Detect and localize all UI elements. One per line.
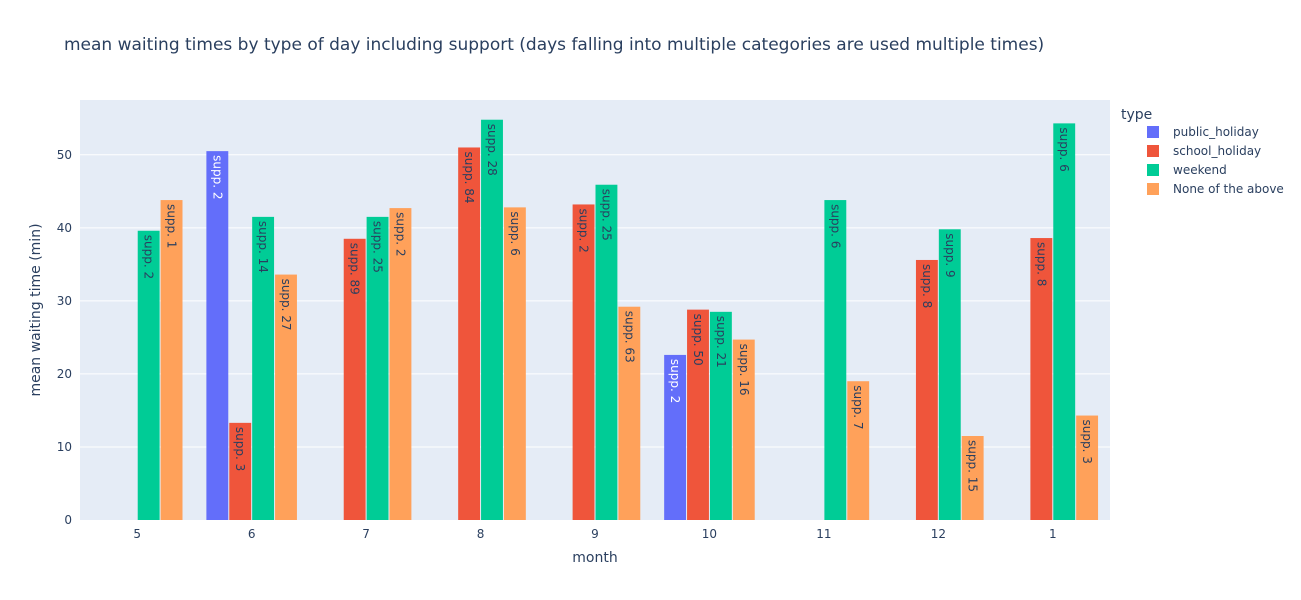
bar-public_holiday[interactable] <box>664 354 687 520</box>
bar-public_holiday[interactable] <box>206 151 229 520</box>
bar-none-of-the-above[interactable] <box>847 381 870 520</box>
bar-data-label: supp. 8 <box>1034 242 1048 286</box>
bar-school_holiday[interactable] <box>229 422 252 520</box>
x-tick-label: 11 <box>816 527 831 541</box>
bar-data-label: supp. 2 <box>210 155 224 199</box>
bar-none-of-the-above[interactable] <box>503 207 526 521</box>
bar-data-label: supp. 15 <box>966 440 980 492</box>
bar-data-label: supp. 6 <box>1057 127 1071 171</box>
legend-swatch[interactable] <box>1147 126 1159 138</box>
bar-data-label: supp. 7 <box>851 385 865 429</box>
y-tick-label: 20 <box>57 367 72 381</box>
bar-data-label: supp. 27 <box>279 279 293 331</box>
bars-group: supp. 2 supp. 1 supp. 2 supp. 3 supp. 14 supp… <box>137 119 1099 521</box>
x-tick-label: 7 <box>362 527 370 541</box>
bar-none-of-the-above[interactable] <box>732 339 755 520</box>
bar-weekend[interactable] <box>1053 123 1076 521</box>
bar-none-of-the-above[interactable] <box>389 208 412 520</box>
bar-data-label: supp. 8 <box>920 264 934 308</box>
gridlines <box>80 154 1110 448</box>
bar-data-label: supp. 21 <box>714 316 728 368</box>
bar-weekend[interactable] <box>137 230 160 520</box>
legend-item-label[interactable]: None of the above <box>1173 182 1284 196</box>
legend-swatch[interactable] <box>1147 145 1159 157</box>
bar-data-label: supp. 25 <box>371 221 385 273</box>
bar-school_holiday[interactable] <box>458 147 481 520</box>
bar-data-label: supp. 6 <box>828 204 842 248</box>
x-axis: 5 6 7 8 9 10 11 12 1 <box>133 527 1056 541</box>
bar-data-label: supp. 2 <box>393 212 407 256</box>
bar-weekend[interactable] <box>938 229 961 520</box>
bar-data-label: supp. 63 <box>622 311 636 363</box>
bar-data-label: supp. 28 <box>485 124 499 176</box>
legend-item-label[interactable]: public_holiday <box>1173 125 1259 139</box>
x-tick-label: 1 <box>1049 527 1057 541</box>
bar-weekend[interactable] <box>595 184 618 520</box>
x-tick-label: 6 <box>248 527 256 541</box>
bar-data-label: supp. 1 <box>165 204 179 248</box>
bar-weekend[interactable] <box>709 311 732 520</box>
bar-data-label: supp. 2 <box>142 235 156 279</box>
bar-data-label: supp. 9 <box>943 233 957 277</box>
bar-data-label: supp. 16 <box>737 344 751 396</box>
plot-area <box>80 100 1110 520</box>
bar-none-of-the-above[interactable] <box>961 436 984 520</box>
y-axis: 0 10 20 30 40 50 <box>57 148 72 527</box>
bar-data-label: supp. 2 <box>577 208 591 252</box>
bar-weekend[interactable] <box>824 200 847 520</box>
legend[interactable]: type public_holiday school_holidayweekend… <box>1121 107 1284 196</box>
legend-item-label[interactable]: weekend <box>1173 163 1227 177</box>
bar-weekend[interactable] <box>481 119 503 520</box>
bar-data-label: supp. 2 <box>668 359 682 403</box>
x-tick-label: 8 <box>477 527 485 541</box>
x-tick-label: 9 <box>591 527 599 541</box>
y-tick-label: 0 <box>64 513 72 527</box>
bar-data-label: supp. 50 <box>691 314 705 366</box>
legend-title: type <box>1121 107 1152 123</box>
x-axis-title: month <box>572 550 617 566</box>
bar-school_holiday[interactable] <box>915 259 938 520</box>
bar-data-label: supp. 3 <box>1080 420 1094 464</box>
bar-school_holiday[interactable] <box>687 309 709 520</box>
legend-item-label[interactable]: school_holiday <box>1173 144 1261 158</box>
bar-none-of-the-above[interactable] <box>160 200 183 520</box>
bar-data-label: supp. 14 <box>256 221 270 273</box>
y-tick-label: 10 <box>57 440 72 454</box>
bar-none-of-the-above[interactable] <box>1076 415 1099 520</box>
bar-data-label: supp. 89 <box>348 243 362 295</box>
y-tick-label: 30 <box>57 294 72 308</box>
bar-weekend[interactable] <box>252 216 275 520</box>
bar-none-of-the-above[interactable] <box>618 306 641 520</box>
bar-weekend[interactable] <box>366 216 389 520</box>
bar-data-label: supp. 6 <box>508 211 522 255</box>
legend-swatch[interactable] <box>1147 164 1159 176</box>
bar-school_holiday[interactable] <box>343 238 366 521</box>
y-axis-title: mean waiting time (min) <box>28 223 44 396</box>
bar-school_holiday[interactable] <box>572 204 595 520</box>
bar-school_holiday[interactable] <box>1030 238 1053 520</box>
y-tick-label: 50 <box>57 148 72 162</box>
x-tick-label: 10 <box>702 527 717 541</box>
bar-data-label: supp. 84 <box>462 151 476 203</box>
bar-none-of-the-above[interactable] <box>275 274 297 520</box>
x-tick-label: 5 <box>133 527 141 541</box>
legend-swatch[interactable] <box>1147 183 1159 195</box>
chart-title: mean waiting times by type of day includ… <box>64 35 1044 55</box>
bar-data-label: supp. 3 <box>233 427 247 471</box>
x-tick-label: 12 <box>931 527 946 541</box>
bar-data-label: supp. 25 <box>599 189 613 241</box>
y-tick-label: 40 <box>57 221 72 235</box>
